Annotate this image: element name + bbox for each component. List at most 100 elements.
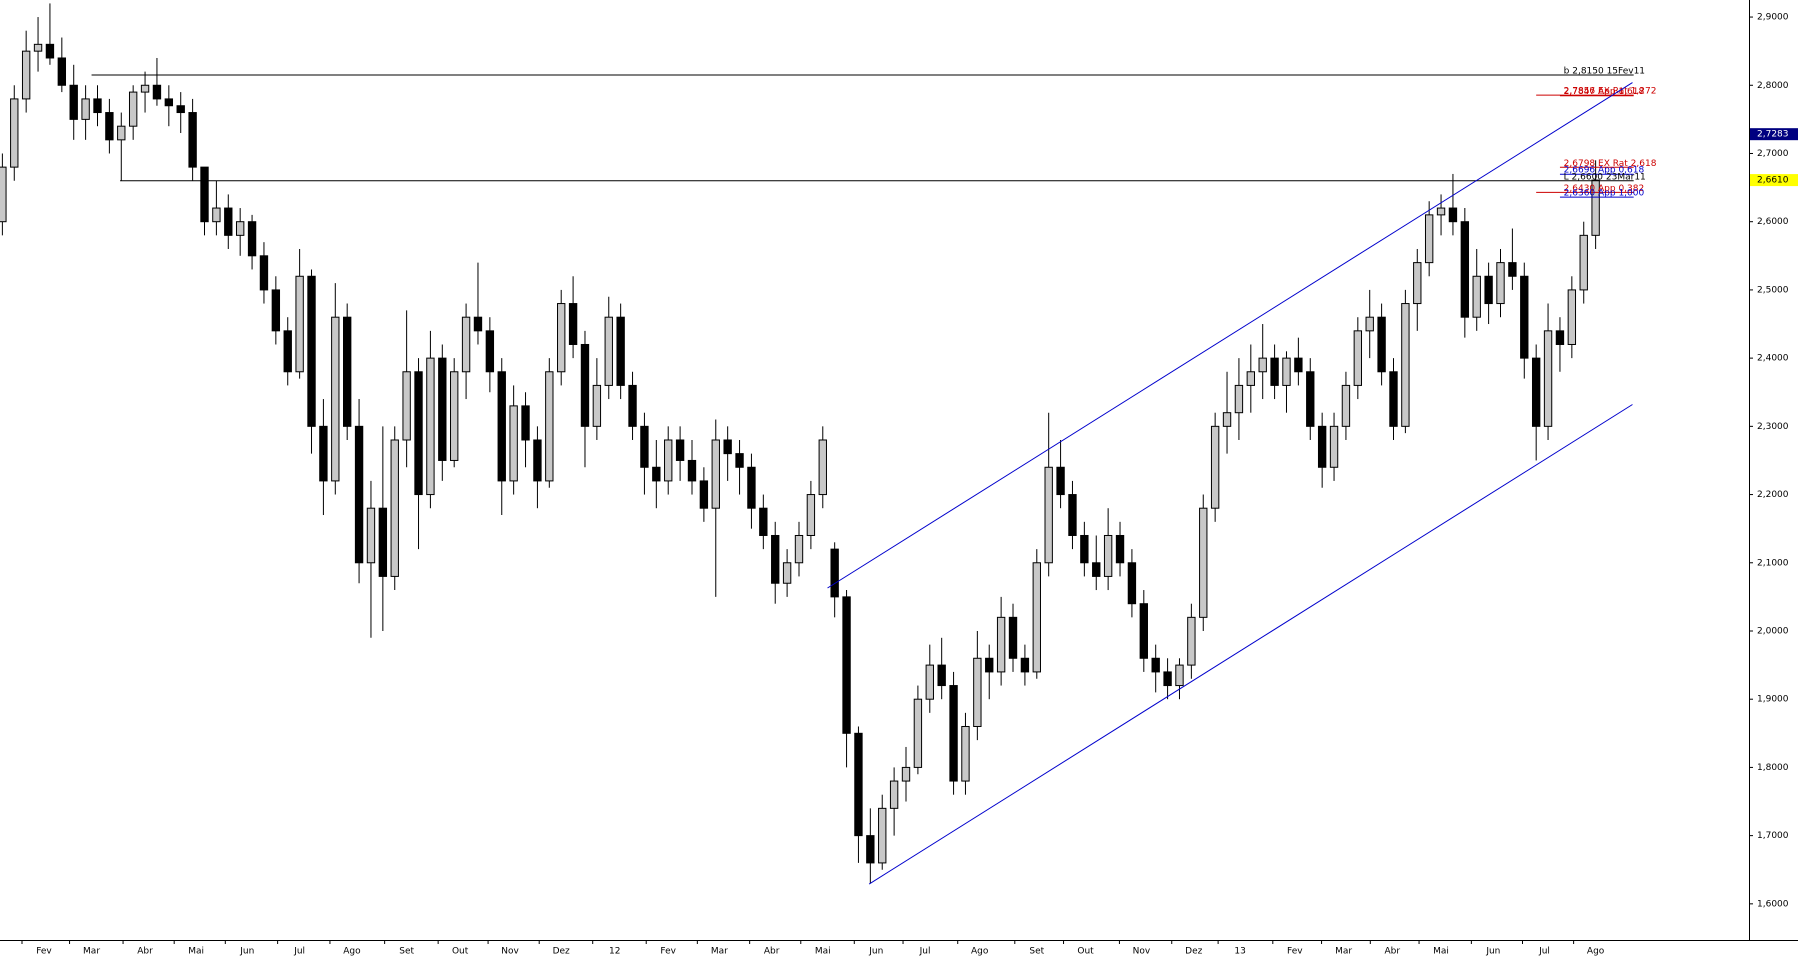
x-tick-label: 13	[1234, 947, 1245, 957]
candle-body	[331, 316, 340, 482]
line-label: 2,6798 EX Rat 2,618	[1564, 159, 1657, 169]
candle-body	[664, 439, 673, 482]
price-tag-label: 2,6610	[1757, 176, 1789, 186]
candle-body	[319, 425, 328, 482]
x-tick-label: Mar	[1335, 947, 1352, 957]
y-tick-label: 2,8000	[1757, 81, 1789, 91]
x-tick-label: Mai	[188, 947, 204, 957]
candle-body	[283, 330, 292, 373]
x-tick-label: Jul	[293, 947, 305, 957]
candle-body	[925, 664, 934, 700]
x-tick-label: Set	[399, 947, 414, 957]
candle-body	[1092, 562, 1101, 577]
candle-body	[21, 50, 31, 100]
candle-body	[128, 91, 138, 127]
candle-body	[1460, 221, 1470, 318]
candle-body	[1543, 330, 1553, 427]
x-tick-label: Mai	[1433, 947, 1449, 957]
candle-body	[1234, 384, 1244, 414]
x-tick-label: Dez	[1185, 947, 1202, 957]
y-tick-label: 1,7000	[1757, 831, 1789, 841]
x-tick-label: Ago	[1587, 947, 1605, 957]
candle-body	[438, 357, 447, 461]
candle-body	[794, 534, 804, 564]
x-tick-label: Jun	[868, 947, 883, 957]
candle-body	[640, 425, 649, 468]
candle-body	[188, 112, 197, 168]
candle-body	[200, 166, 209, 223]
candle-body	[604, 316, 613, 386]
candle-body	[1163, 671, 1172, 687]
x-tick-label: Nov	[1133, 947, 1151, 957]
candle-body	[1484, 275, 1493, 305]
y-tick-label: 1,6000	[1757, 899, 1789, 909]
candle-body	[0, 166, 7, 223]
candle-body	[1496, 262, 1505, 305]
x-tick-label: Mar	[711, 947, 728, 957]
candle-body	[1258, 357, 1267, 373]
candle-body	[366, 507, 376, 564]
line-label: b 2,8150 15Fev11	[1564, 67, 1645, 77]
candle-body	[782, 562, 792, 584]
candle-body	[390, 439, 399, 577]
line-label: 2,6696 App 0,618	[1564, 166, 1645, 176]
candle-body	[247, 221, 257, 257]
candle-body	[342, 316, 352, 427]
candle-body	[354, 425, 364, 564]
candle-body	[1377, 316, 1386, 373]
candle-body	[592, 384, 602, 427]
y-tick-label: 2,2000	[1757, 490, 1789, 500]
candle-body	[473, 316, 483, 332]
candle-body	[711, 439, 720, 509]
candle-body	[533, 439, 542, 482]
x-tick-label: 12	[609, 947, 620, 957]
y-tick-label: 1,8000	[1757, 763, 1789, 773]
candle-body	[771, 534, 780, 584]
x-tick-label: Jul	[919, 947, 931, 957]
candle-body	[69, 84, 78, 120]
candle-body	[521, 405, 530, 441]
candle-body	[152, 84, 162, 100]
candle-body	[1531, 357, 1541, 427]
candle-body	[973, 657, 982, 727]
candle-body	[901, 766, 911, 782]
y-tick-label: 2,6000	[1757, 217, 1789, 227]
candle-body	[985, 657, 994, 673]
candle-body	[961, 725, 970, 782]
candle-body	[1139, 603, 1148, 659]
candle-body	[854, 732, 863, 837]
candle-body	[1270, 357, 1279, 386]
candle-body	[1591, 179, 1600, 236]
candle-body	[1151, 657, 1160, 673]
candle-body	[1413, 262, 1422, 305]
candle-body	[1365, 316, 1374, 332]
line-label: 2,6430 App 0,382	[1564, 184, 1645, 194]
line-label: 2,7847 App 1,618	[1564, 87, 1645, 97]
candle-body	[1555, 330, 1565, 345]
candle-body	[1008, 616, 1018, 659]
candle-body	[1032, 562, 1041, 673]
x-tick-label: Fev	[36, 947, 52, 957]
candle-body	[913, 698, 923, 768]
candle-body	[1282, 357, 1291, 386]
y-tick-label: 2,3000	[1757, 422, 1789, 432]
candle-body	[140, 84, 150, 93]
candle-body	[996, 616, 1006, 673]
price-tag-label: 2,7283	[1757, 130, 1789, 140]
x-tick-label: Nov	[501, 947, 519, 957]
candle-body	[699, 480, 709, 509]
line-label: 2,6360 App 1,000	[1564, 189, 1645, 199]
candle-body	[1389, 371, 1398, 427]
candle-body	[10, 98, 19, 168]
channel-line	[827, 82, 1633, 589]
candle-body	[1353, 330, 1363, 386]
candle-body	[45, 43, 55, 59]
candle-body	[1294, 357, 1303, 373]
line-label: L 2,6600 23Mar11	[1564, 172, 1646, 182]
x-tick-label: Fev	[1287, 947, 1303, 957]
candle-body	[1401, 303, 1410, 427]
y-tick-label: 2,1000	[1757, 558, 1789, 568]
channel-line	[868, 404, 1633, 885]
candle-body	[687, 459, 697, 482]
candle-body	[1080, 534, 1089, 564]
